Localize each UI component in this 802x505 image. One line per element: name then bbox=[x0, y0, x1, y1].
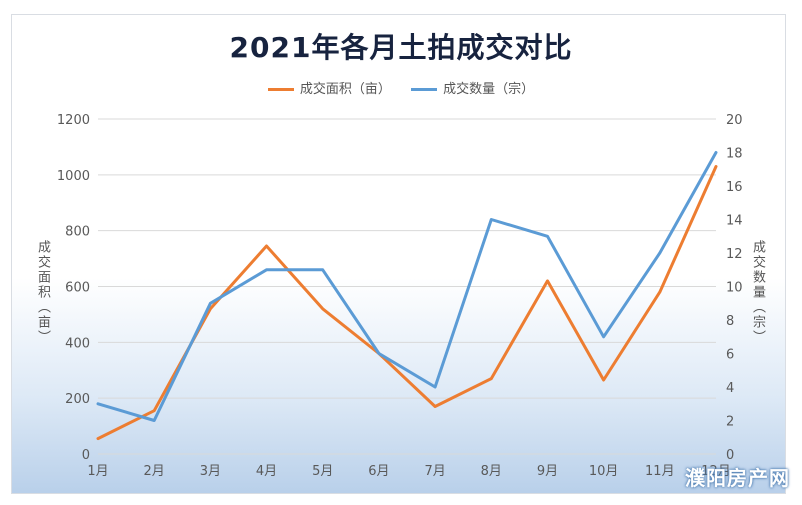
y-tick-right: 8 bbox=[726, 314, 734, 329]
legend-swatch-area bbox=[267, 88, 294, 91]
y-tick-left: 400 bbox=[65, 336, 90, 351]
y-tick-left: 600 bbox=[65, 281, 90, 296]
x-tick-label: 12月 bbox=[701, 464, 731, 479]
y-tick-right: 16 bbox=[726, 180, 743, 195]
x-tick-label: 2月 bbox=[144, 464, 165, 479]
y-axis-label-left: 成交面积（亩） bbox=[35, 240, 50, 345]
y-tick-left: 1200 bbox=[57, 113, 90, 128]
y-tick-right: 12 bbox=[726, 247, 743, 262]
y-tick-right: 6 bbox=[726, 348, 734, 363]
y-axis-label-right: 成交数量（宗） bbox=[750, 240, 765, 345]
y-tick-right: 14 bbox=[726, 214, 743, 229]
x-tick-label: 6月 bbox=[368, 464, 389, 479]
x-tick-label: 4月 bbox=[256, 464, 277, 479]
y-tick-right: 2 bbox=[726, 415, 734, 430]
legend-swatch-count bbox=[411, 88, 438, 91]
x-tick-label: 10月 bbox=[589, 464, 619, 479]
chart-frame bbox=[11, 14, 786, 494]
legend-label-count: 成交数量（宗） bbox=[443, 82, 535, 97]
legend-label-area: 成交面积（亩） bbox=[299, 82, 391, 97]
x-tick-label: 7月 bbox=[424, 464, 445, 479]
y-tick-right: 18 bbox=[726, 147, 743, 162]
y-tick-left: 1000 bbox=[57, 169, 90, 184]
x-tick-label: 1月 bbox=[87, 464, 108, 479]
y-tick-left: 800 bbox=[65, 225, 90, 240]
legend-item-area: 成交面积（亩） bbox=[267, 78, 391, 97]
chart-legend: 成交面积（亩） 成交数量（宗） bbox=[0, 78, 802, 97]
x-tick-label: 3月 bbox=[200, 464, 221, 479]
series-line-count bbox=[96, 151, 718, 422]
chart-title: 2021年各月土拍成交对比 bbox=[229, 31, 573, 64]
x-tick-label: 11月 bbox=[645, 464, 675, 479]
watermark: 濮阳房产网 bbox=[685, 466, 790, 490]
y-tick-right: 4 bbox=[726, 381, 734, 396]
y-tick-right: 0 bbox=[726, 448, 734, 463]
x-tick-label: 5月 bbox=[312, 464, 333, 479]
legend-item-count: 成交数量（宗） bbox=[411, 78, 534, 97]
y-tick-right: 20 bbox=[726, 113, 743, 128]
x-tick-label: 8月 bbox=[481, 464, 502, 479]
y-tick-right: 10 bbox=[726, 281, 743, 296]
y-tick-left: 0 bbox=[82, 448, 90, 463]
y-tick-left: 200 bbox=[65, 392, 90, 407]
x-tick-label: 9月 bbox=[537, 464, 558, 479]
